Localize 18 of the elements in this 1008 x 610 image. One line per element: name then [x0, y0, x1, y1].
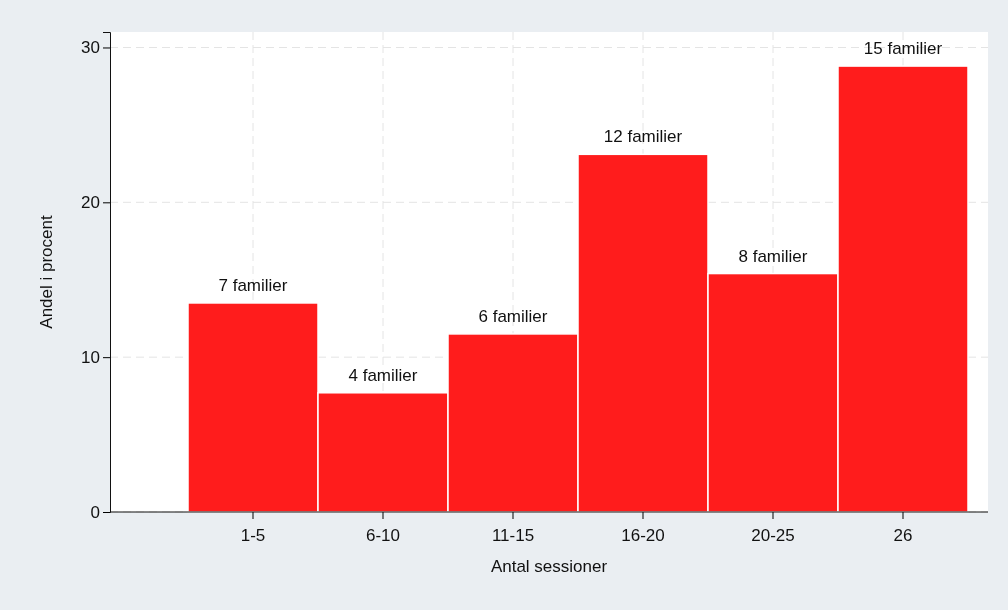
y-tick-label: 10 — [81, 348, 100, 368]
x-tick-label: 1-5 — [240, 525, 266, 545]
annotation: 6 familier — [478, 306, 548, 326]
annotation: 12 familier — [603, 127, 683, 147]
x-axis-title: Antal sessioner — [490, 557, 608, 576]
y-axis-title: Andel i procent — [37, 215, 56, 329]
x-tick-label: 11-15 — [491, 525, 535, 545]
annotation: 15 familier — [863, 39, 943, 59]
y-tick-label: 20 — [81, 193, 100, 213]
annotation: 8 familier — [738, 246, 808, 266]
y-tick-label: 0 — [90, 502, 100, 522]
x-tick-label: 16-20 — [621, 525, 665, 545]
x-tick-label: 26 — [893, 525, 913, 545]
annotation: 7 familier — [218, 275, 288, 295]
x-tick-label: 20-25 — [751, 525, 795, 545]
annotation: 4 familier — [348, 365, 418, 385]
x-tick-label: 6-10 — [365, 525, 401, 545]
y-tick-label: 30 — [81, 38, 100, 58]
